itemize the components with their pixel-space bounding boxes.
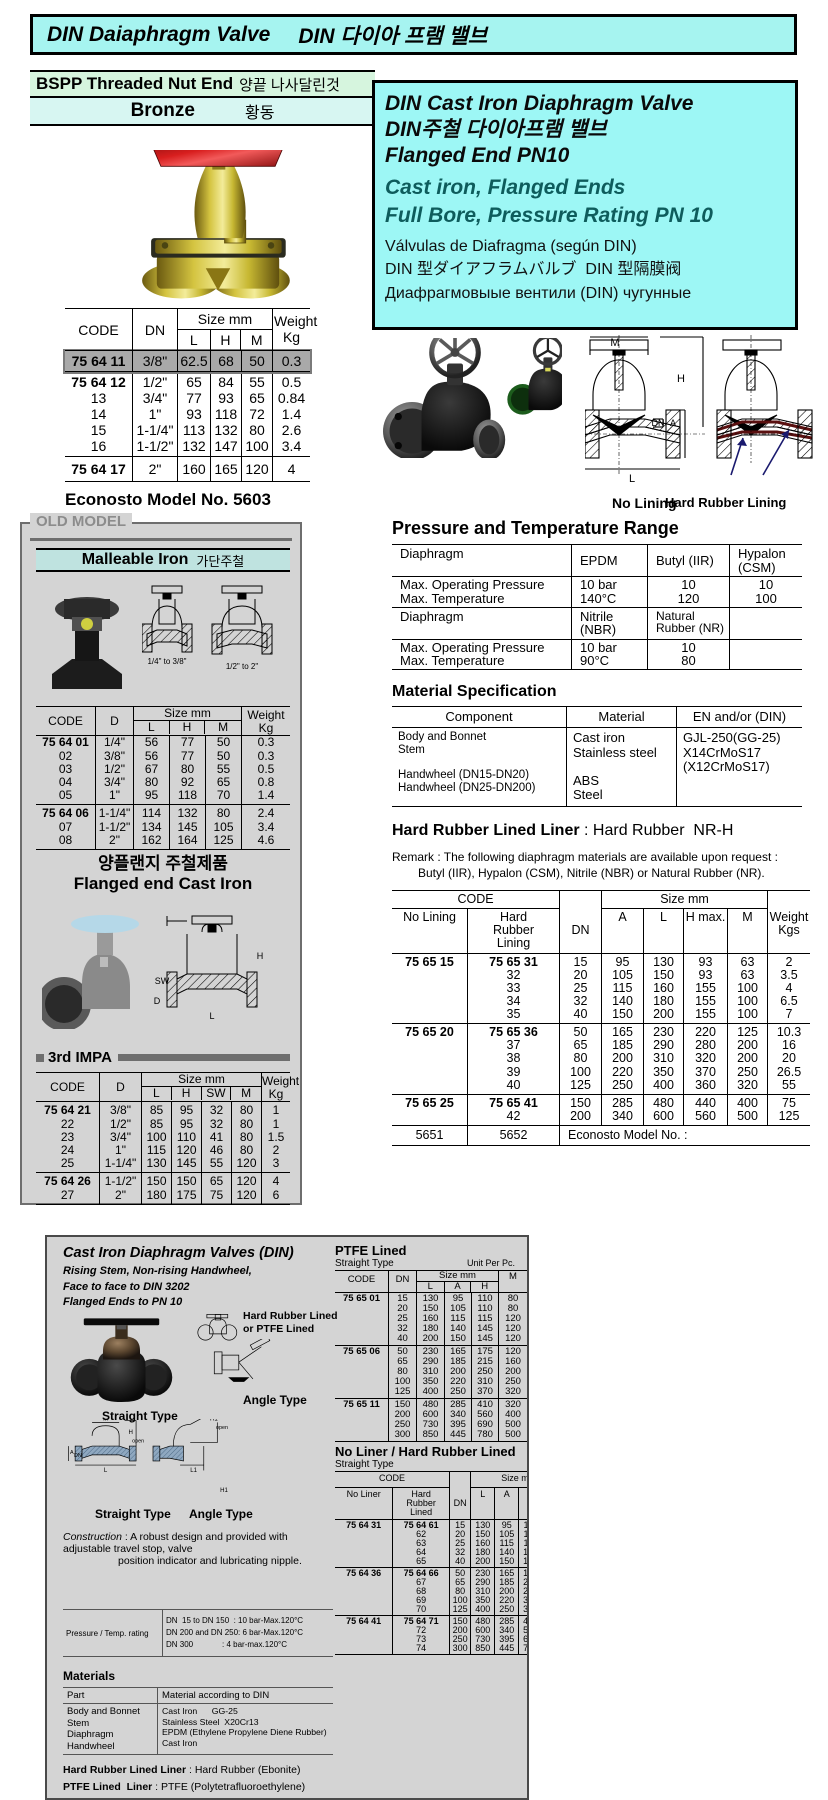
svg-text:L: L <box>629 473 635 485</box>
svg-text:A: A <box>670 418 676 428</box>
svg-text:M: M <box>103 1419 108 1422</box>
svg-text:D: D <box>154 996 161 1006</box>
svg-text:H: H <box>128 1429 132 1436</box>
svg-text:M: M <box>208 914 216 916</box>
svg-text:1/4" to 3/8": 1/4" to 3/8" <box>147 657 186 666</box>
svg-text:H1: H1 <box>220 1487 228 1494</box>
svg-text:L: L <box>209 1011 214 1021</box>
svg-text:L1: L1 <box>190 1467 197 1474</box>
svg-text:H1: H1 <box>210 1419 218 1422</box>
svg-text:DN: DN <box>74 1453 82 1459</box>
svg-text:open: open <box>216 1425 228 1431</box>
svg-text:DN: DN <box>652 418 665 428</box>
svg-text:SW: SW <box>155 976 170 986</box>
svg-text:open: open <box>132 1439 144 1445</box>
svg-text:1/2" to 2": 1/2" to 2" <box>226 662 259 671</box>
svg-text:H: H <box>677 373 685 385</box>
svg-text:L: L <box>104 1467 108 1474</box>
svg-text:H: H <box>257 951 264 961</box>
svg-text:M: M <box>610 337 619 349</box>
